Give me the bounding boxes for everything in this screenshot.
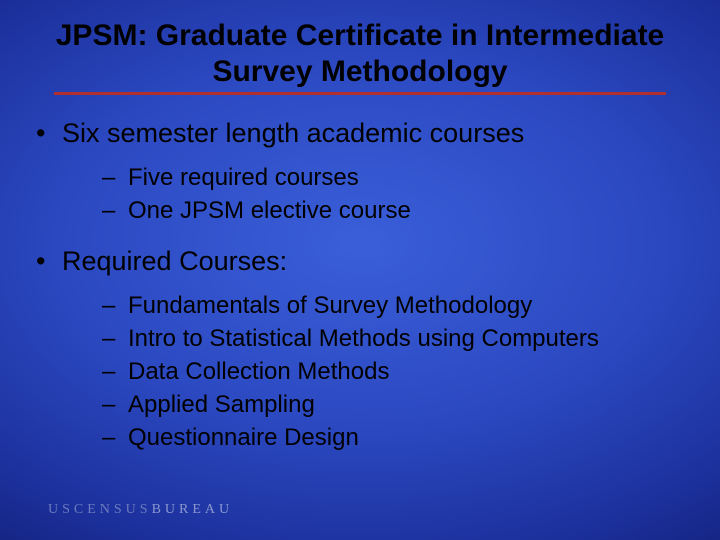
title-underline (54, 92, 666, 95)
sub-list-item: One JPSM elective course (102, 194, 692, 227)
sub-list: Fundamentals of Survey Methodology Intro… (62, 289, 692, 455)
sub-list-item: Intro to Statistical Methods using Compu… (102, 322, 692, 355)
list-item: Required Courses: Fundamentals of Survey… (32, 245, 692, 454)
slide: JPSM: Graduate Certificate in Intermedia… (0, 0, 720, 540)
sub-list-item: Applied Sampling (102, 388, 692, 421)
footer-word1: USCENSUS (48, 502, 152, 517)
bullet-text: Six semester length academic courses (62, 118, 524, 148)
sub-list: Five required courses One JPSM elective … (62, 161, 692, 227)
sub-list-item: Fundamentals of Survey Methodology (102, 289, 692, 322)
sub-list-item: Five required courses (102, 161, 692, 194)
bullet-list: Six semester length academic courses Fiv… (28, 117, 692, 454)
bullet-text: Required Courses: (62, 246, 287, 276)
footer-word2: BUREAU (152, 502, 234, 517)
sub-list-item: Data Collection Methods (102, 355, 692, 388)
footer-logo: USCENSUSBUREAU (48, 502, 233, 518)
sub-list-item: Questionnaire Design (102, 421, 692, 454)
slide-title: JPSM: Graduate Certificate in Intermedia… (28, 18, 692, 90)
list-item: Six semester length academic courses Fiv… (32, 117, 692, 227)
